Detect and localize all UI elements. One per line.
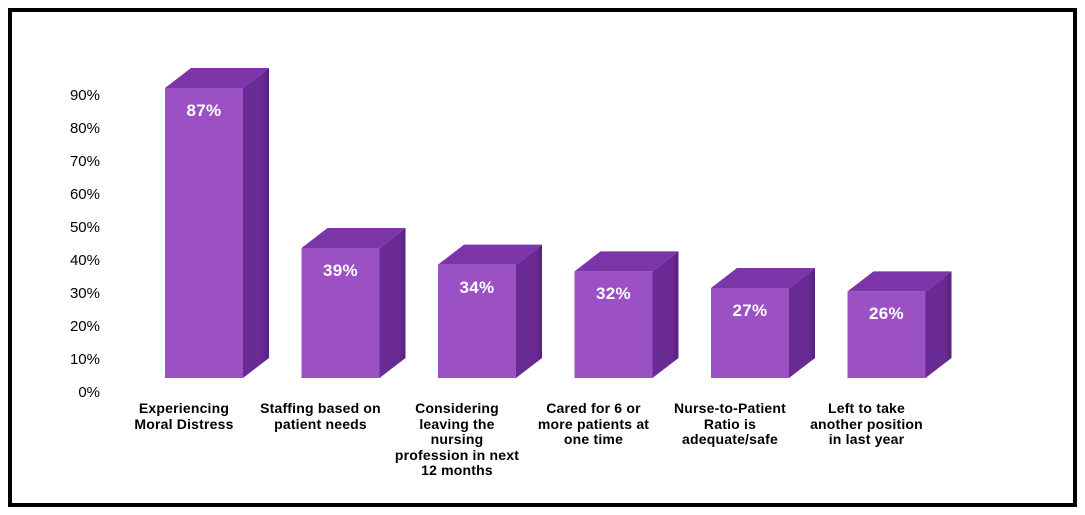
chart-border: [8, 8, 1077, 507]
